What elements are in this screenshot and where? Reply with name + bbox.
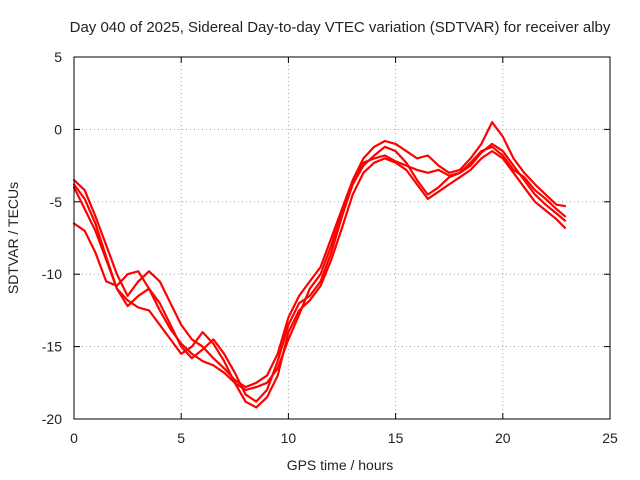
x-tick-label: 20 [495, 430, 511, 446]
y-tick-label: -5 [50, 194, 63, 210]
y-tick-label: 5 [54, 49, 62, 65]
ticks: 0 5 10 15 20 25 -20 -15 -10 -5 0 5 [42, 49, 618, 446]
series-layer [72, 121, 567, 409]
y-tick-label: -20 [42, 411, 62, 427]
y-tick-label: -10 [42, 266, 62, 282]
x-tick-label: 0 [70, 430, 78, 446]
series-line-day-4 [72, 145, 567, 392]
plot-frame [73, 56, 611, 420]
x-tick-label: 25 [602, 430, 618, 446]
series-line-day-1 [72, 121, 567, 389]
x-tick-label: 10 [281, 430, 297, 446]
x-axis-label: GPS time / hours [287, 457, 394, 473]
series-line-day-3 [72, 150, 567, 409]
y-tick-label: 0 [54, 121, 62, 137]
grid [74, 57, 610, 419]
y-axis-label: SDTVAR / TECUs [5, 182, 21, 294]
x-tick-label: 15 [388, 430, 404, 446]
x-tick-label: 5 [177, 430, 185, 446]
chart-title: Day 040 of 2025, Sidereal Day-to-day VTE… [70, 19, 611, 36]
y-tick-label: -15 [42, 339, 62, 355]
